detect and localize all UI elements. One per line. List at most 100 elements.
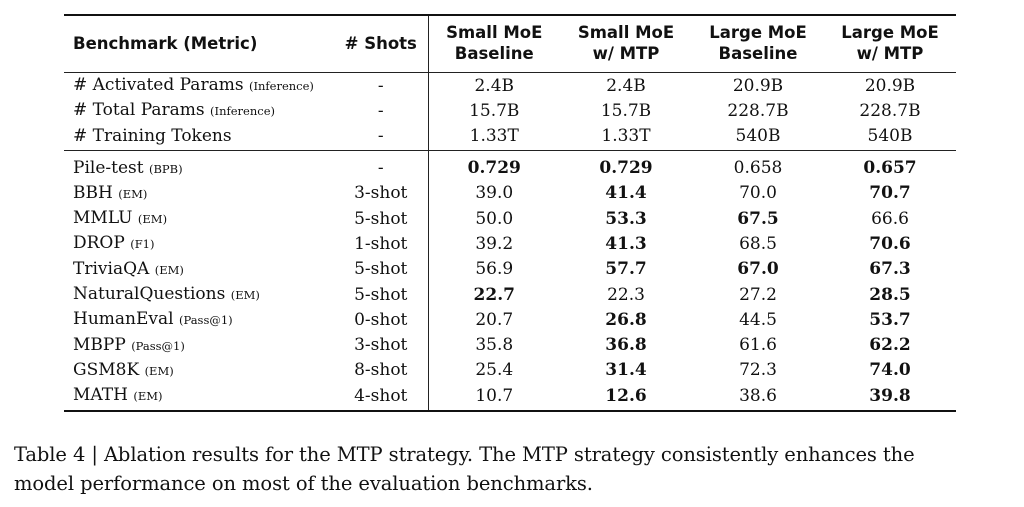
ablation-table: Benchmark (Metric) # Shots Small MoE Bas…	[64, 14, 956, 414]
benchmark-cell: # Activated Params (Inference)	[64, 73, 334, 98]
header-small-moe-mtp: Small MoE w/ MTP	[560, 16, 692, 73]
header-benchmark: Benchmark (Metric)	[73, 33, 258, 53]
header-shots: # Shots	[344, 33, 417, 53]
value-cell: 31.4	[605, 360, 647, 381]
header-line: w/ MTP	[592, 44, 660, 63]
header-line: Large MoE	[841, 23, 939, 42]
value-cell: 228.7B	[727, 100, 789, 121]
benchmark-metric: (EM)	[154, 262, 184, 277]
benchmark-cell: MMLU (EM)	[64, 206, 334, 231]
value-cell: 15.7B	[427, 98, 560, 124]
value-cell: 57.7	[605, 259, 647, 280]
value-cell: 228.7B	[859, 100, 921, 121]
shots-cell: 3-shot	[354, 183, 408, 204]
value-cell: 67.3	[869, 259, 911, 280]
value-cell: 2.4B	[427, 73, 560, 99]
value-cell: 35.8	[427, 332, 560, 358]
caption-line-2: model performance on most of the evaluat…	[14, 472, 593, 495]
value-cell: 26.8	[605, 309, 647, 330]
value-cell: 67.0	[737, 259, 779, 280]
benchmark-name: # Activated Params	[73, 75, 244, 95]
benchmark-name: HumanEval	[73, 309, 174, 330]
value-cell: 20.9B	[732, 75, 784, 96]
benchmark-metric: (EM)	[230, 288, 260, 303]
value-cell: 28.5	[869, 284, 911, 305]
shots-cell: -	[377, 125, 384, 146]
value-cell: 540B	[867, 125, 913, 146]
table-row: # Training Tokens - 1.33T 1.33T 540B 540B	[64, 123, 956, 151]
benchmark-name: NaturalQuestions	[73, 284, 226, 305]
header-line: Baseline	[718, 44, 798, 63]
value-cell: 22.7	[427, 282, 560, 308]
shots-cell: 4-shot	[354, 385, 408, 406]
benchmark-metric: (EM)	[137, 212, 168, 227]
header-line: Baseline	[454, 44, 534, 63]
benchmark-cell: TriviaQA (EM)	[64, 257, 334, 282]
shots-cell: 8-shot	[354, 360, 408, 381]
value-cell: 44.5	[739, 309, 777, 330]
table-row: DROP (F1) 1-shot 39.2 41.3 68.5 70.6	[64, 231, 956, 257]
table-row: MBPP (Pass@1) 3-shot 35.8 36.8 61.6 62.2	[64, 332, 956, 358]
header-small-moe-baseline: Small MoE Baseline	[427, 16, 560, 73]
value-cell: 70.0	[739, 183, 777, 204]
benchmark-metric: (EM)	[118, 186, 148, 201]
benchmark-cell: GSM8K (EM)	[64, 358, 334, 383]
benchmark-metric: (Inference)	[210, 104, 275, 119]
value-cell: 1.33T	[427, 123, 560, 151]
value-cell: 540B	[735, 125, 781, 146]
value-cell: 0.729	[599, 158, 653, 179]
table-row: NaturalQuestions (EM) 5-shot 22.7 22.3 27.2 2…	[64, 282, 956, 308]
value-cell: 70.7	[869, 183, 911, 204]
benchmark-name: Pile-test	[73, 157, 144, 178]
value-cell: 0.657	[863, 158, 917, 179]
table-row: MATH (EM) 4-shot 10.7 12.6 38.6 39.8	[64, 383, 956, 412]
value-cell: 27.2	[739, 284, 777, 305]
benchmark-metric: (EM)	[133, 389, 163, 404]
benchmark-name: TriviaQA	[73, 258, 150, 279]
shots-cell: -	[377, 158, 384, 179]
benchmark-metric: (BPB)	[148, 161, 183, 176]
shots-cell: -	[377, 75, 384, 96]
benchmark-cell: # Total Params (Inference)	[64, 98, 334, 123]
benchmark-cell: Pile-test (BPB)	[64, 151, 334, 181]
value-cell: 72.3	[739, 360, 777, 381]
header-large-moe-baseline: Large MoE Baseline	[692, 16, 824, 73]
value-cell: 38.6	[739, 385, 777, 406]
table-row: # Total Params (Inference) - 15.7B 15.7B 228…	[64, 98, 956, 124]
value-cell: 12.6	[605, 385, 647, 406]
benchmark-cell: DROP (F1)	[64, 231, 334, 256]
shots-cell: 0-shot	[354, 309, 408, 330]
shots-cell: 5-shot	[354, 284, 408, 305]
value-cell: 61.6	[739, 335, 777, 356]
value-cell: 53.7	[869, 309, 911, 330]
value-cell: 15.7B	[600, 100, 652, 121]
caption-line-1: Table 4 | Ablation results for the MTP s…	[14, 443, 915, 466]
benchmark-metric: (EM)	[144, 363, 174, 378]
benchmark-cell: HumanEval (Pass@1)	[64, 307, 334, 332]
shots-cell: 3-shot	[354, 335, 408, 356]
shots-cell: -	[377, 100, 384, 121]
value-cell: 39.0	[427, 180, 560, 207]
value-cell: 20.7	[427, 307, 560, 333]
ablation-table-container: Benchmark (Metric) # Shots Small MoE Bas…	[64, 14, 956, 414]
table-row: GSM8K (EM) 8-shot 25.4 31.4 72.3 74.0	[64, 357, 956, 384]
table-row: Pile-test (BPB) - 0.729 0.729 0.658 0.657	[64, 150, 956, 181]
benchmark-name: MBPP	[73, 334, 126, 355]
value-cell: 22.3	[607, 284, 645, 305]
table-caption: Table 4 | Ablation results for the MTP s…	[14, 440, 1018, 498]
header-large-moe-mtp: Large MoE w/ MTP	[824, 16, 956, 73]
table-header-row: Benchmark (Metric) # Shots Small MoE Bas…	[64, 16, 956, 73]
benchmark-metric: (Inference)	[248, 79, 314, 93]
benchmark-cell: # Training Tokens	[64, 124, 334, 151]
benchmark-name: MATH	[73, 385, 128, 406]
header-line: Large MoE	[709, 23, 807, 42]
benchmark-name: GSM8K	[73, 359, 140, 380]
value-cell: 25.4	[427, 357, 560, 384]
table-row: TriviaQA (EM) 5-shot 56.9 57.7 67.0 67.3	[64, 256, 956, 283]
header-line: w/ MTP	[856, 44, 924, 63]
benchmark-name: # Training Tokens	[73, 125, 232, 146]
value-cell: 39.8	[869, 385, 911, 406]
benchmark-cell: BBH (EM)	[64, 181, 334, 206]
value-cell: 50.0	[427, 206, 560, 232]
value-cell: 36.8	[605, 335, 647, 356]
